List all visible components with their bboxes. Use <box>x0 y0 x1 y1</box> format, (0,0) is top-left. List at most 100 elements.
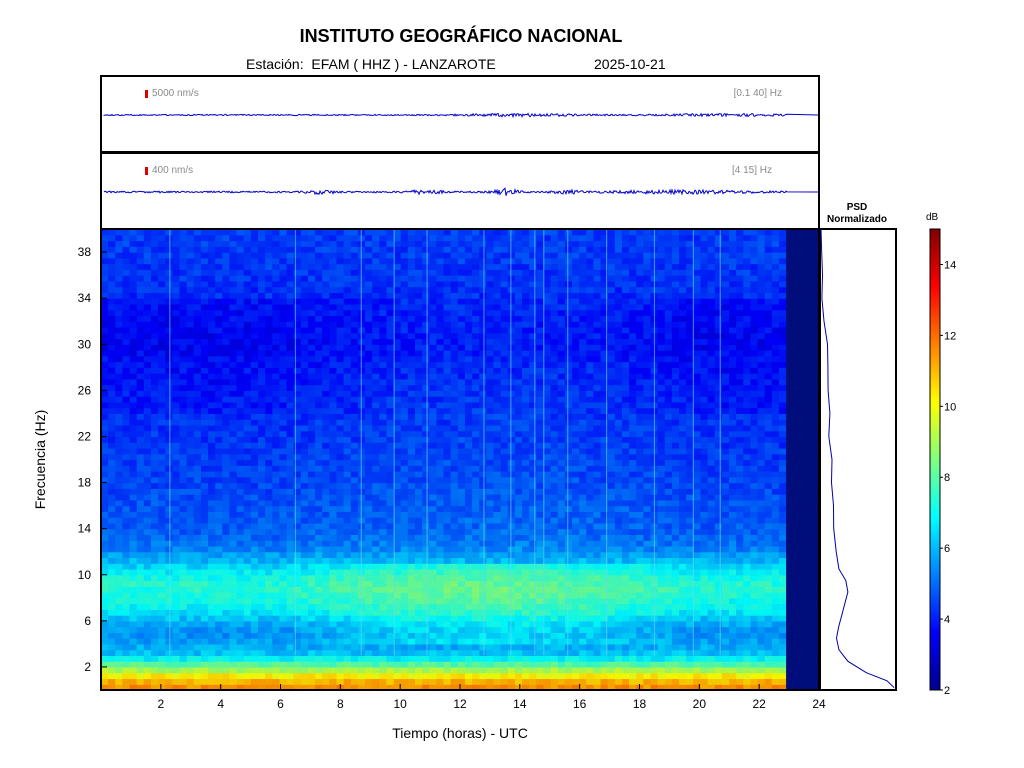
spectrogram-cell <box>493 373 502 380</box>
spectrogram-cell <box>229 407 238 414</box>
spectrogram-cell <box>279 396 288 403</box>
spectrogram-cell <box>186 540 195 547</box>
spectrogram-cell <box>493 269 502 276</box>
spectrogram-cell <box>472 234 480 242</box>
spectrogram-cell <box>457 678 466 685</box>
spectrogram-cell <box>165 263 173 270</box>
spectrogram-cell <box>108 315 116 322</box>
spectrogram-cell <box>293 378 302 386</box>
spectrogram-cell <box>522 396 530 403</box>
spectrogram-cell <box>486 465 495 472</box>
spectrogram-cell <box>315 229 323 236</box>
spectrogram-cell <box>393 246 402 253</box>
spectrogram-cell <box>493 551 502 559</box>
spectrogram-cell <box>322 436 330 443</box>
spectrogram-cell <box>122 684 131 691</box>
spectrogram-cell <box>286 592 295 599</box>
spectrogram-cell <box>286 401 295 409</box>
spectrogram-cell <box>400 252 409 259</box>
spectrogram-cell <box>172 632 181 639</box>
spectrogram-cell <box>500 373 509 380</box>
spectrogram-cell <box>293 459 302 466</box>
spectrogram-cell <box>407 603 416 610</box>
spectrogram-cell <box>457 666 466 674</box>
spectrogram-cell <box>272 522 281 530</box>
spectrogram-cell <box>101 459 109 466</box>
spectrogram-cell <box>479 298 487 305</box>
spectrogram-cell <box>514 257 523 265</box>
spectrogram-cell <box>279 615 288 622</box>
spectrogram-cell <box>150 557 159 564</box>
spectrogram-cell <box>208 298 216 305</box>
spectrogram-cell <box>243 540 252 547</box>
spectrogram-cell <box>486 257 495 265</box>
spectrogram-cell <box>250 338 259 345</box>
spectrogram-cell <box>286 678 295 685</box>
spectrogram-cell <box>365 476 373 484</box>
spectrogram-cell <box>386 286 395 293</box>
spectrogram-cell <box>307 338 316 345</box>
spectrogram-cell <box>315 407 323 414</box>
spectrogram-cell <box>186 286 195 293</box>
spectrogram-cell <box>108 459 116 466</box>
spectrogram-cell <box>315 424 323 432</box>
spectrogram-cell <box>222 638 231 645</box>
spectrogram-cell <box>158 522 166 530</box>
spectrogram-cell <box>429 620 438 628</box>
spectrogram-cell <box>472 257 480 265</box>
spectrogram-cell <box>529 396 537 403</box>
spectrogram-cell <box>101 436 109 443</box>
spectrogram-cell <box>179 482 188 489</box>
spectrogram-cell <box>243 661 252 668</box>
spectrogram-cell <box>422 326 430 334</box>
spectrogram-cell <box>415 609 423 616</box>
spectrogram-cell <box>243 350 252 357</box>
spectrogram-cell <box>386 672 395 680</box>
spectrogram-cell <box>507 355 516 363</box>
spectrogram-cell <box>393 263 402 270</box>
spectrogram-cell <box>522 401 530 409</box>
spectrogram-cell <box>243 240 252 247</box>
spectrogram-cell <box>293 401 302 409</box>
spectrogram-cell <box>158 407 166 414</box>
spectrogram-cell <box>143 551 152 559</box>
spectrogram-cell <box>250 390 259 397</box>
spectrogram-cell <box>486 505 495 512</box>
spectrogram-cell <box>507 609 516 616</box>
spectrogram-cell <box>250 545 259 553</box>
spectrogram-cell <box>536 384 545 391</box>
spectrogram-cell <box>407 586 416 593</box>
spectrogram-cell <box>222 522 231 530</box>
spectrogram-cell <box>179 442 188 449</box>
spectrogram-cell <box>457 465 466 472</box>
spectrogram-cell <box>215 597 223 605</box>
spectrogram-cell <box>350 350 359 357</box>
spectrogram-cell <box>243 672 252 680</box>
spectrogram-cell <box>293 246 302 253</box>
spectrogram-cell <box>472 424 480 432</box>
spectrogram-cell <box>400 655 409 662</box>
spectrogram-cell <box>436 603 445 610</box>
spectrogram-cell <box>165 511 173 518</box>
spectrogram-cell <box>250 303 259 311</box>
spectrogram-cell <box>222 338 231 345</box>
spectrogram-cell <box>464 609 473 616</box>
spectrogram-cell <box>350 684 359 691</box>
spectrogram-cell <box>400 638 409 645</box>
spectrogram-cell <box>229 355 238 363</box>
spectrogram-cell <box>165 643 173 651</box>
spectrogram-cell <box>386 234 395 242</box>
spectrogram-cell <box>493 390 502 397</box>
spectrogram-cell <box>165 471 173 478</box>
spectrogram-cell <box>300 263 309 270</box>
spectrogram-cell <box>165 465 173 472</box>
spectrogram-cell <box>208 517 216 524</box>
spectrogram-cell <box>507 303 516 311</box>
spectrogram-cell <box>200 459 209 466</box>
spectrogram-cell <box>486 488 495 495</box>
spectrogram-cell <box>101 534 109 541</box>
spectrogram-cell <box>443 430 452 438</box>
spectrogram-cell <box>272 597 281 605</box>
spectrogram-cell <box>236 378 245 386</box>
spectrogram-cell <box>422 476 430 484</box>
